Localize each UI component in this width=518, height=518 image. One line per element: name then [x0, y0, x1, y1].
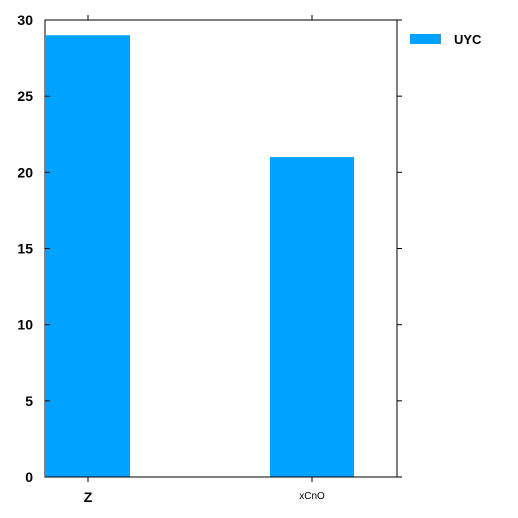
legend-label-uyc: UYC	[454, 32, 482, 47]
bars-layer	[46, 35, 354, 477]
legend-swatch-uyc	[410, 34, 441, 44]
x-tick-label-xCnO: xCnO	[299, 491, 325, 502]
y-tick-label-0: 0	[25, 469, 33, 485]
y-tick-label-30: 30	[17, 12, 33, 28]
y-tick-label-15: 15	[17, 241, 33, 257]
bar-Z	[46, 35, 130, 477]
x-tick-label-Z: Z	[84, 489, 93, 505]
y-tick-label-10: 10	[17, 317, 33, 333]
y-tick-label-25: 25	[17, 88, 33, 104]
y-tick-label-5: 5	[25, 393, 33, 409]
y-axis: 0 5 10 15 20 25 30	[17, 12, 402, 485]
bar-xCnO	[270, 157, 354, 477]
legend: UYC	[410, 32, 482, 47]
y-tick-label-20: 20	[17, 164, 33, 180]
